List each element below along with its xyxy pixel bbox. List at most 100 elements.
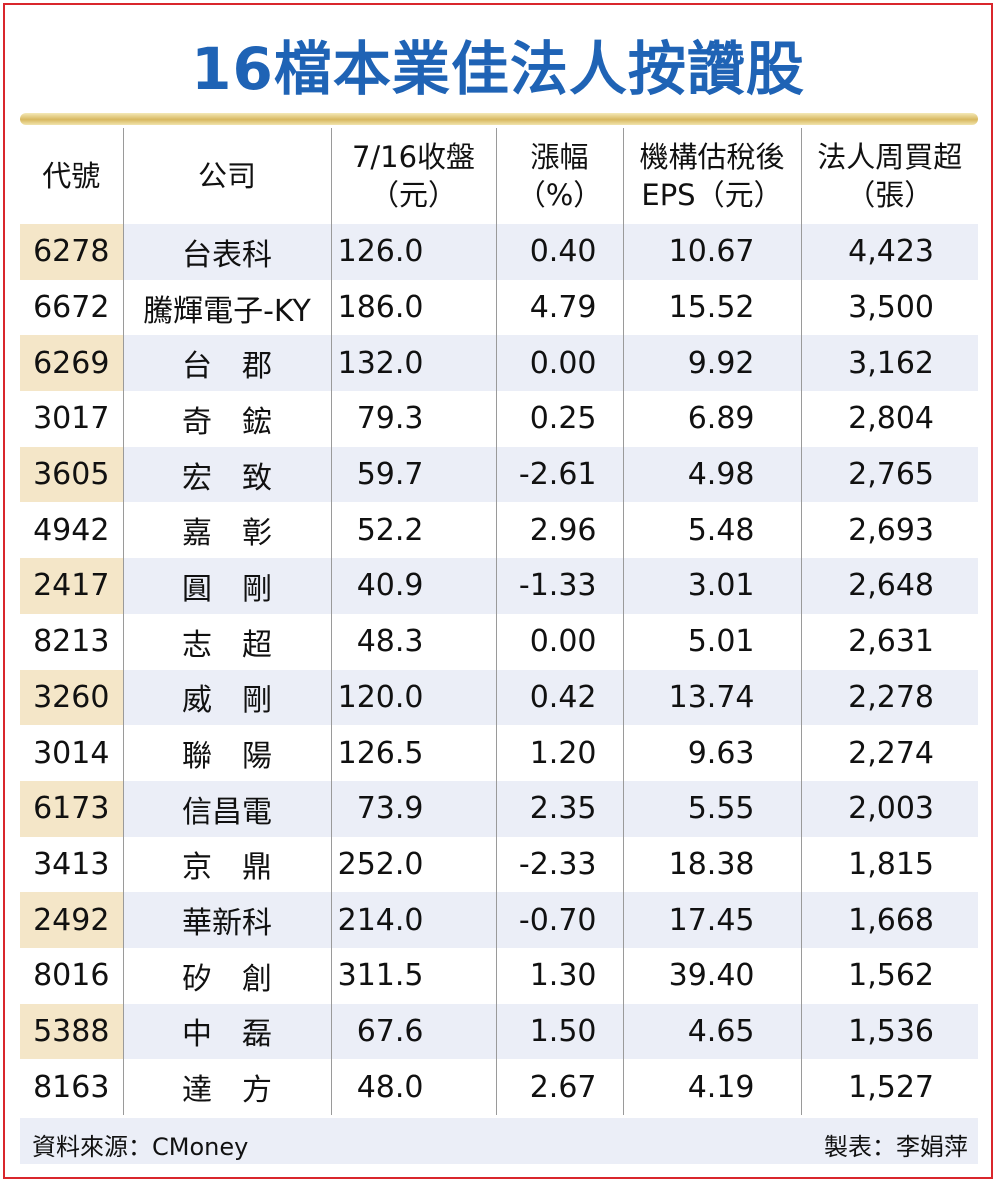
table-row: 6672 騰輝電子-KY 186.0 4.79 15.52 3,500 bbox=[20, 279, 978, 336]
cell-company: 信昌電 bbox=[122, 780, 331, 837]
table-row: 6173 信昌電 73.9 2.35 5.55 2,003 bbox=[20, 780, 978, 837]
table-row: 2492 華新科 214.0 -0.70 17.45 1,668 bbox=[20, 892, 978, 948]
cell-eps: 3.01 bbox=[622, 558, 801, 614]
cell-company: 奇 鋐 bbox=[122, 391, 331, 447]
cell-change: -0.70 bbox=[495, 892, 623, 948]
cell-company: 華新科 bbox=[122, 892, 331, 948]
table-row: 4942 嘉 彰 52.2 2.96 5.48 2,693 bbox=[20, 502, 978, 559]
cell-net-buy: 2,765 bbox=[800, 446, 978, 503]
cell-change: 4.79 bbox=[495, 279, 623, 336]
cell-code: 6269 bbox=[20, 335, 123, 392]
cell-company: 嘉 彰 bbox=[122, 502, 331, 559]
cell-close: 252.0 bbox=[330, 836, 496, 893]
cell-change: -2.61 bbox=[495, 446, 623, 503]
cell-change: 1.30 bbox=[495, 947, 623, 1004]
cell-close: 48.0 bbox=[330, 1059, 496, 1115]
table-row: 3017 奇 鋐 79.3 0.25 6.89 2,804 bbox=[20, 391, 978, 447]
cell-code: 4942 bbox=[33, 512, 110, 548]
cell-eps: 10.67 bbox=[622, 224, 801, 280]
cell-net-buy: 2,804 bbox=[800, 391, 978, 447]
cell-code: 3260 bbox=[20, 669, 123, 726]
cell-company: 圓 剛 bbox=[122, 558, 331, 614]
footer: 資料來源：CMoney 製表：李娟萍 bbox=[20, 1118, 978, 1164]
cell-eps: 4.65 bbox=[622, 1003, 801, 1060]
cell-change: -2.33 bbox=[495, 836, 623, 893]
cell-eps: 13.74 bbox=[622, 669, 801, 726]
cell-company: 矽 創 bbox=[122, 947, 331, 1004]
header-net-buy: 法人周買超 （張） bbox=[800, 128, 978, 224]
header-code: 代號 bbox=[42, 159, 101, 193]
cell-company: 宏 致 bbox=[122, 446, 331, 503]
table-row: 3413 京 鼎 252.0 -2.33 18.38 1,815 bbox=[20, 836, 978, 893]
table-row: 3605 宏 致 59.7 -2.61 4.98 2,765 bbox=[20, 446, 978, 503]
cell-net-buy: 2,693 bbox=[800, 502, 978, 559]
cell-close: 186.0 bbox=[330, 279, 496, 336]
cell-company: 台表科 bbox=[122, 224, 331, 280]
cell-company: 中 磊 bbox=[122, 1003, 331, 1060]
cell-eps: 5.01 bbox=[622, 613, 801, 670]
cell-eps: 15.52 bbox=[622, 279, 801, 336]
cell-net-buy: 1,815 bbox=[800, 836, 978, 893]
cell-close: 311.5 bbox=[330, 947, 496, 1004]
cell-code: 6672 bbox=[33, 290, 110, 326]
source-note: 資料來源：CMoney bbox=[32, 1133, 249, 1161]
cell-change: 0.00 bbox=[495, 613, 623, 670]
header-change: 漲幅 （%） bbox=[495, 128, 623, 224]
cell-company: 達 方 bbox=[122, 1059, 331, 1115]
table-row: 6278 台表科 126.0 0.40 10.67 4,423 bbox=[20, 224, 978, 280]
header-eps: 機構估稅後 EPS（元） bbox=[622, 128, 801, 224]
cell-company: 台 郡 bbox=[122, 335, 331, 392]
cell-eps: 18.38 bbox=[622, 836, 801, 893]
table-body: 6278 台表科 126.0 0.40 10.67 4,423 6672 騰輝電子-KY 186… bbox=[20, 224, 978, 1115]
header-close: 7/16收盤 （元） bbox=[330, 128, 496, 224]
table-row: 6269 台 郡 132.0 0.00 9.92 3,162 bbox=[20, 335, 978, 392]
cell-close: 120.0 bbox=[330, 669, 496, 726]
cell-company: 聯 陽 bbox=[122, 725, 331, 781]
cell-close: 79.3 bbox=[330, 391, 496, 447]
cell-close: 126.5 bbox=[330, 725, 496, 781]
cell-eps: 6.89 bbox=[622, 391, 801, 447]
cell-net-buy: 3,500 bbox=[800, 279, 978, 336]
cell-net-buy: 2,278 bbox=[800, 669, 978, 726]
cell-net-buy: 1,536 bbox=[800, 1003, 978, 1060]
stock-table: 代號 公司 7/16收盤 （元） 漲幅 （%） 機構估稅後 EPS（元） 法人周買超 （張） 62… bbox=[20, 128, 978, 1115]
cell-code: 5388 bbox=[20, 1003, 123, 1060]
cell-net-buy: 1,527 bbox=[800, 1059, 978, 1115]
cell-change: 0.42 bbox=[495, 669, 623, 726]
cell-company: 志 超 bbox=[122, 613, 331, 670]
cell-eps: 5.55 bbox=[622, 780, 801, 837]
cell-code: 2492 bbox=[20, 892, 123, 948]
cell-eps: 39.40 bbox=[622, 947, 801, 1004]
cell-net-buy: 4,423 bbox=[800, 224, 978, 280]
cell-close: 214.0 bbox=[330, 892, 496, 948]
header-row: 代號 公司 7/16收盤 （元） 漲幅 （%） 機構估稅後 EPS（元） 法人周買超 （張） bbox=[20, 128, 978, 224]
cell-company: 京 鼎 bbox=[122, 836, 331, 893]
cell-eps: 5.48 bbox=[622, 502, 801, 559]
chart-title: 16檔本業佳法人按讚股 bbox=[191, 35, 805, 103]
cell-company: 威 剛 bbox=[122, 669, 331, 726]
cell-change: -1.33 bbox=[495, 558, 623, 614]
cell-change: 0.25 bbox=[495, 391, 623, 447]
cell-change: 0.00 bbox=[495, 335, 623, 392]
cell-net-buy: 2,648 bbox=[800, 558, 978, 614]
table-row: 8016 矽 創 311.5 1.30 39.40 1,562 bbox=[20, 947, 978, 1004]
table-row: 3014 聯 陽 126.5 1.20 9.63 2,274 bbox=[20, 725, 978, 781]
cell-code: 3017 bbox=[33, 401, 110, 437]
table-row: 5388 中 磊 67.6 1.50 4.65 1,536 bbox=[20, 1003, 978, 1060]
cell-net-buy: 1,668 bbox=[800, 892, 978, 948]
author-note: 製表：李娟萍 bbox=[824, 1133, 968, 1161]
cell-close: 67.6 bbox=[330, 1003, 496, 1060]
cell-code: 6278 bbox=[20, 224, 123, 280]
cell-code: 2417 bbox=[20, 558, 123, 614]
cell-change: 1.20 bbox=[495, 725, 623, 781]
cell-code: 3413 bbox=[33, 846, 110, 882]
cell-eps: 9.63 bbox=[622, 725, 801, 781]
title-rule bbox=[20, 113, 978, 125]
cell-code: 8163 bbox=[33, 1069, 110, 1105]
cell-eps: 17.45 bbox=[622, 892, 801, 948]
cell-net-buy: 2,003 bbox=[800, 780, 978, 837]
cell-code: 6173 bbox=[20, 780, 123, 837]
cell-change: 2.67 bbox=[495, 1059, 623, 1115]
table-row: 3260 威 剛 120.0 0.42 13.74 2,278 bbox=[20, 669, 978, 726]
cell-close: 73.9 bbox=[330, 780, 496, 837]
